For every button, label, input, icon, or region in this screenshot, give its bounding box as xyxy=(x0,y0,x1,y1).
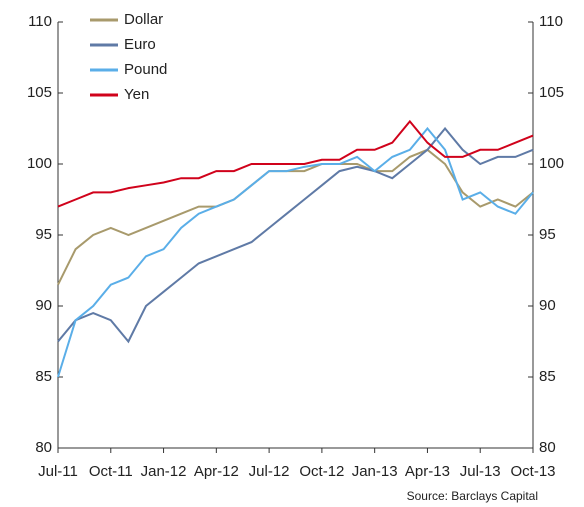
series-line xyxy=(57,148,534,286)
y-tick-label: 85 xyxy=(35,368,52,385)
x-tick-label: Jan-13 xyxy=(352,463,398,480)
y2-tick-label: 90 xyxy=(539,297,556,314)
y-tick-label: 95 xyxy=(35,226,52,243)
series-line xyxy=(57,126,534,344)
series-line xyxy=(57,119,534,208)
y-tick-label: 105 xyxy=(27,84,52,101)
series-line xyxy=(57,126,534,378)
y2-tick-label: 95 xyxy=(539,226,556,243)
x-tick-label: Oct-12 xyxy=(299,463,344,480)
y2-tick-label: 100 xyxy=(539,155,564,172)
y2-tick-label: 85 xyxy=(539,368,556,385)
legend-label: Pound xyxy=(124,61,167,78)
y2-tick-label: 105 xyxy=(539,84,564,101)
y-tick-label: 100 xyxy=(27,155,52,172)
y-tick-label: 90 xyxy=(35,297,52,314)
x-tick-label: Apr-13 xyxy=(405,463,450,480)
y-tick-label: 110 xyxy=(28,13,52,30)
x-tick-label: Oct-11 xyxy=(89,463,133,480)
x-tick-label: Oct-13 xyxy=(510,463,555,480)
legend-label: Yen xyxy=(124,86,149,103)
x-tick-label: Jul-13 xyxy=(460,463,501,480)
x-tick-label: Apr-12 xyxy=(194,463,239,480)
y2-tick-label: 80 xyxy=(539,439,556,456)
x-tick-label: Jan-12 xyxy=(141,463,187,480)
y-tick-label: 80 xyxy=(35,439,52,456)
x-tick-label: Jul-12 xyxy=(249,463,290,480)
legend-label: Euro xyxy=(124,36,156,53)
source-note: Source: Barclays Capital xyxy=(407,489,538,503)
y2-tick-label: 110 xyxy=(539,13,563,30)
x-tick-label: Jul-11 xyxy=(38,463,78,480)
legend-label: Dollar xyxy=(124,11,163,28)
